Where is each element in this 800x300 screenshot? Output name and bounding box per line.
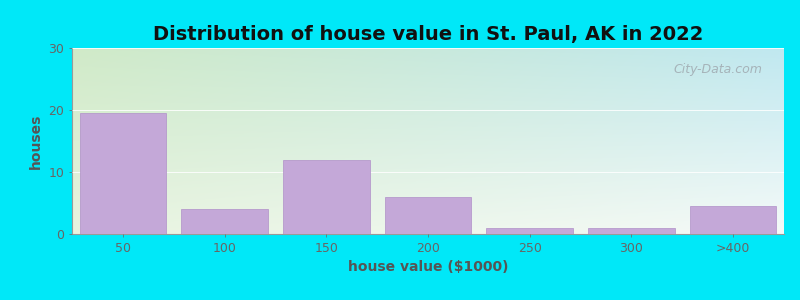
- Y-axis label: houses: houses: [29, 113, 43, 169]
- Bar: [486, 228, 573, 234]
- Bar: [588, 228, 674, 234]
- Title: Distribution of house value in St. Paul, AK in 2022: Distribution of house value in St. Paul,…: [153, 25, 703, 44]
- Bar: [80, 113, 166, 234]
- X-axis label: house value ($1000): house value ($1000): [348, 260, 508, 274]
- Bar: [182, 209, 268, 234]
- Bar: [385, 197, 471, 234]
- Bar: [283, 160, 370, 234]
- Text: City-Data.com: City-Data.com: [674, 63, 762, 76]
- Bar: [690, 206, 776, 234]
